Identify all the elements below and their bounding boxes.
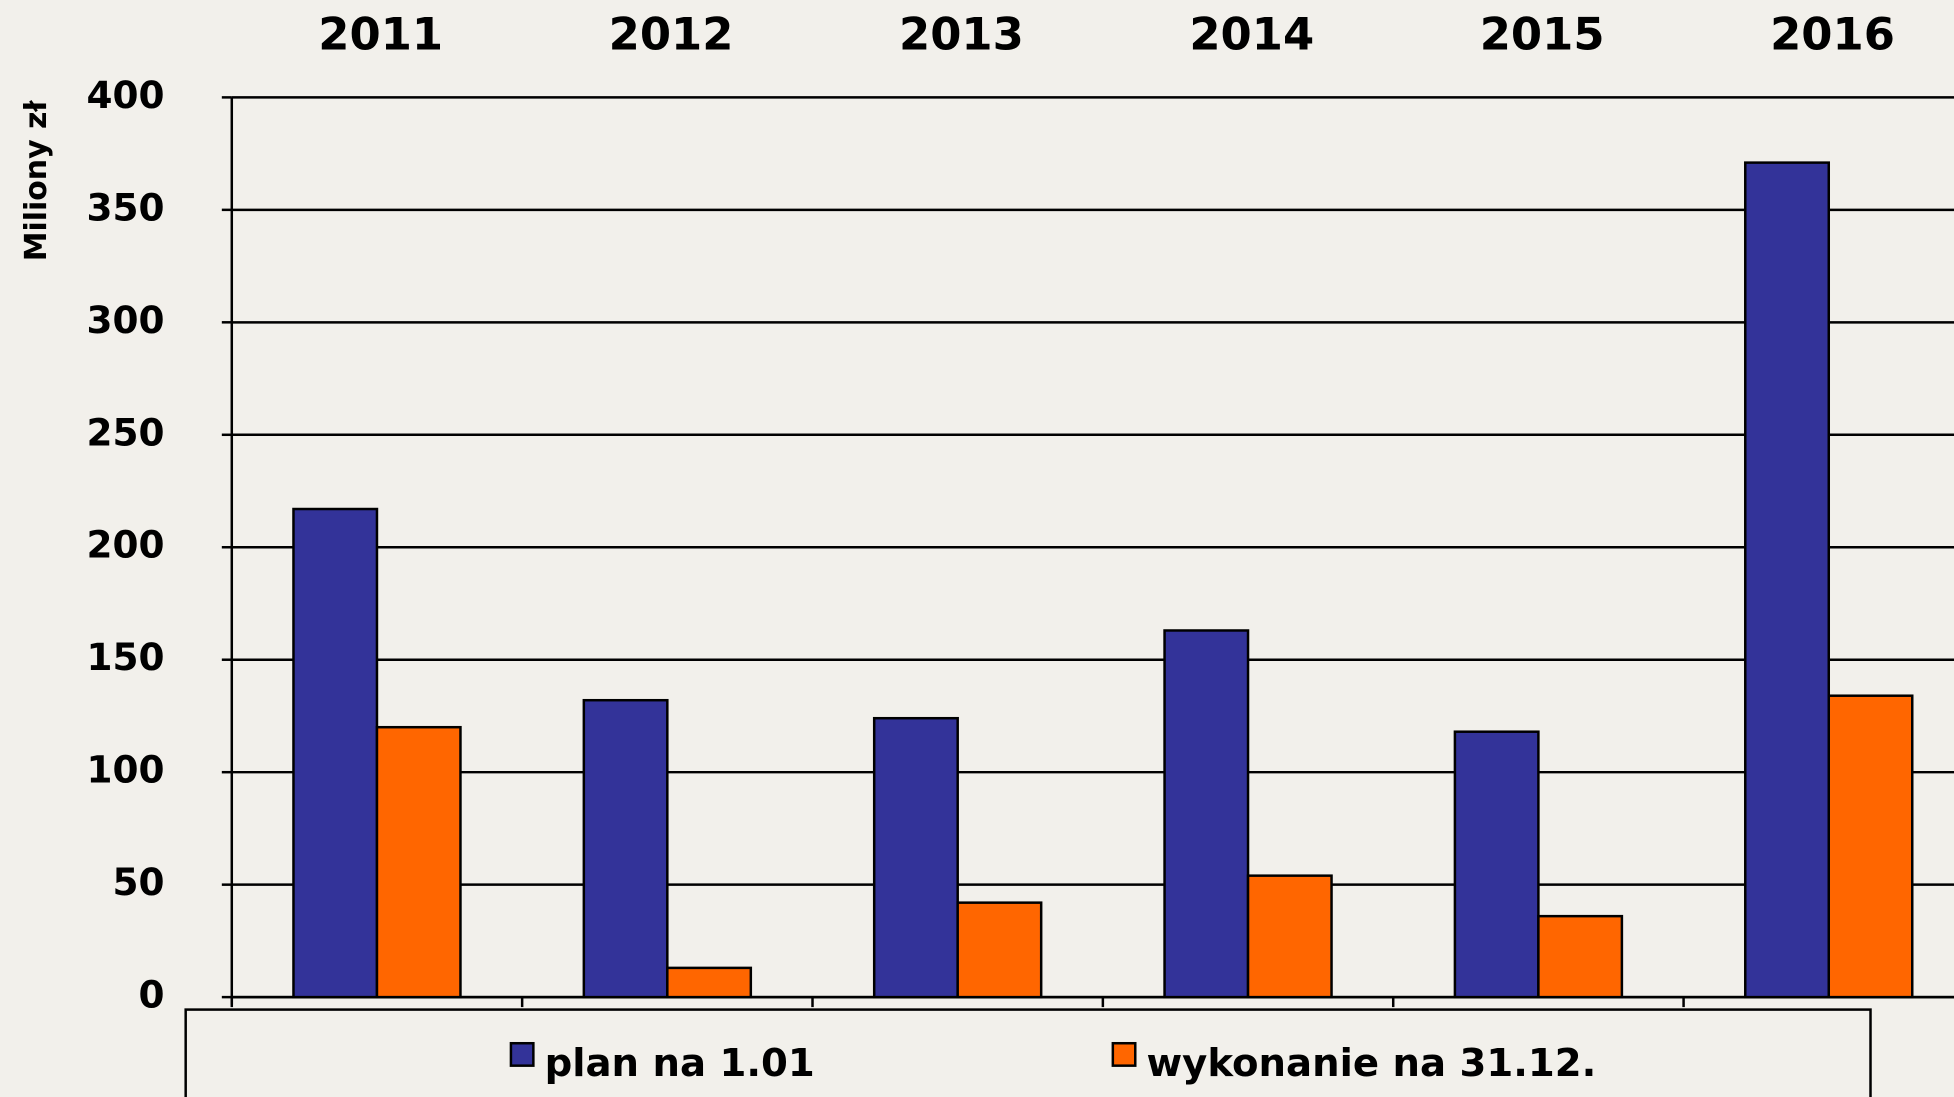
y-tick-label: 350 [86,185,164,229]
bar [1453,730,1540,999]
y-tick-label: 300 [86,298,164,342]
bar [1827,694,1914,999]
y-tick-label: 100 [86,748,164,792]
x-tick-label: 2014 [1189,8,1314,61]
bar [292,507,379,999]
y-tick-label: 50 [112,860,164,904]
bar [956,901,1043,999]
x-tick-label: 2013 [899,8,1024,61]
bar [666,966,753,999]
x-tick-label: 2011 [318,8,443,61]
y-tick-label: 250 [86,410,164,454]
bar [1744,161,1831,999]
bar [582,698,669,999]
legend-label: plan na 1.01 [545,1041,815,1086]
x-tick-label: 2012 [609,8,734,61]
y-tick-label: 200 [86,523,164,567]
legend-swatch [1111,1041,1137,1067]
y-axis-title: Miliony zł [19,100,54,262]
x-tick-label: 2016 [1770,8,1895,61]
bar [1537,914,1624,999]
y-tick-label: 0 [138,973,164,1017]
bar [1163,629,1250,999]
y-tick-label: 150 [86,635,164,679]
bar [375,725,462,999]
y-tick-label: 400 [86,73,164,117]
legend-label: wykonanie na 31.12. [1146,1041,1596,1086]
bar [1246,874,1333,999]
x-tick-label: 2015 [1480,8,1605,61]
legend-swatch [509,1041,535,1067]
bar [872,716,959,999]
legend-box [184,1008,1872,1097]
